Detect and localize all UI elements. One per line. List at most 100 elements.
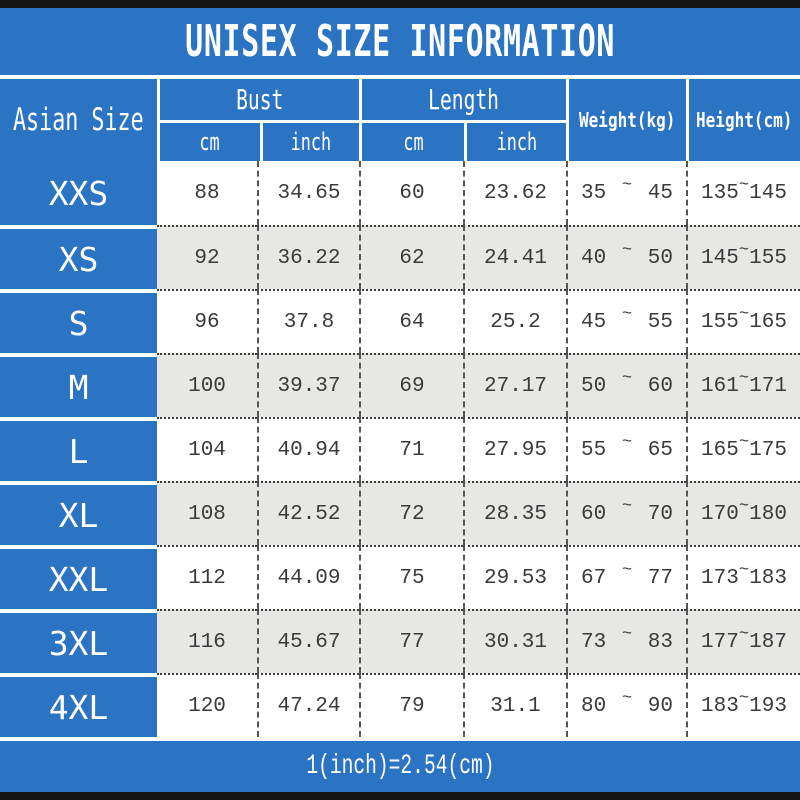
size-cell: XXL <box>0 545 157 609</box>
conversion-note: 1(inch)=2.54(cm) <box>305 751 495 782</box>
table-row-s: S 96 37.8 64 25.2 45 ~55 155 ~165 <box>0 289 800 353</box>
bust-inch-cell: 36.22 <box>257 225 359 289</box>
tilde: ~ <box>738 432 750 452</box>
header-weight: Weight(kg) <box>566 79 686 161</box>
header-weight-label: Weight(kg) <box>579 108 676 132</box>
size-cell: M <box>0 353 157 417</box>
table-row-m: M 100 39.37 69 27.17 50 ~60 161 ~171 <box>0 353 800 417</box>
length-cm-cell: 77 <box>359 609 463 673</box>
tilde: ~ <box>621 624 633 644</box>
size-cell: 4XL <box>0 673 157 737</box>
bust-cm-cell: 88 <box>157 161 257 225</box>
length-cm-cell: 75 <box>359 545 463 609</box>
header-asian-size-label: Asian Size <box>13 102 144 138</box>
table-row-4xl: 4XL 120 47.24 79 31.1 80 ~90 183 ~193 <box>0 673 800 737</box>
tilde: ~ <box>621 688 633 708</box>
tilde: ~ <box>738 496 750 516</box>
header-bust-cm: cm <box>199 128 220 156</box>
header-bust-inch: inch <box>259 123 360 161</box>
bust-inch-cell: 34.65 <box>257 161 359 225</box>
weight-range-cell: 45 ~55 <box>566 289 686 353</box>
header-group-bust: Bust cm inch <box>157 79 359 161</box>
tilde: ~ <box>621 496 633 516</box>
tilde: ~ <box>738 175 750 195</box>
size-cell: XXS <box>0 161 157 225</box>
top-border-bar <box>0 0 800 8</box>
height-range-cell: 135 ~145 <box>686 161 800 225</box>
weight-range-cell: 73 ~83 <box>566 609 686 673</box>
tilde: ~ <box>738 304 750 324</box>
header-group-length: Length cm inch <box>359 79 566 161</box>
size-cell: 3XL <box>0 609 157 673</box>
tilde: ~ <box>621 432 633 452</box>
weight-range-cell: 80 ~90 <box>566 673 686 737</box>
table-row-3xl: 3XL 116 45.67 77 30.31 73 ~83 177 ~187 <box>0 609 800 673</box>
table-header: Asian Size Bust cm inch Length cm <box>0 75 800 161</box>
length-inch-cell: 29.53 <box>463 545 566 609</box>
bust-inch-cell: 37.8 <box>257 289 359 353</box>
length-cm-cell: 69 <box>359 353 463 417</box>
bust-cm-cell: 112 <box>157 545 257 609</box>
header-height: Height(cm) <box>686 79 800 161</box>
footer-band: 1(inch)=2.54(cm) <box>0 737 800 792</box>
bust-inch-cell: 44.09 <box>257 545 359 609</box>
size-cell: L <box>0 417 157 481</box>
length-inch-cell: 25.2 <box>463 289 566 353</box>
length-cm-cell: 72 <box>359 481 463 545</box>
bust-cm-cell: 92 <box>157 225 257 289</box>
length-inch-cell: 30.31 <box>463 609 566 673</box>
table-body: XXS 88 34.65 60 23.62 35 ~45 135 ~145 XS 9… <box>0 161 800 737</box>
tilde: ~ <box>621 368 633 388</box>
tilde: ~ <box>621 240 633 260</box>
weight-range-cell: 67 ~77 <box>566 545 686 609</box>
table-row-xl: XL 108 42.52 72 28.35 60 ~70 170 ~180 <box>0 481 800 545</box>
height-range-cell: 183 ~193 <box>686 673 800 737</box>
weight-range-cell: 60 ~70 <box>566 481 686 545</box>
table-row-xxl: XXL 112 44.09 75 29.53 67 ~77 173 ~183 <box>0 545 800 609</box>
bottom-border-bar <box>0 792 800 800</box>
size-cell: S <box>0 289 157 353</box>
tilde: ~ <box>621 560 633 580</box>
tilde: ~ <box>621 304 633 324</box>
header-height-label: Height(cm) <box>696 108 793 132</box>
tilde: ~ <box>738 240 750 260</box>
table-row-l: L 104 40.94 71 27.95 55 ~65 165 ~175 <box>0 417 800 481</box>
table-row-xxs: XXS 88 34.65 60 23.62 35 ~45 135 ~145 <box>0 161 800 225</box>
bust-cm-cell: 96 <box>157 289 257 353</box>
header-bust-units: cm inch <box>160 120 359 161</box>
bust-inch-cell: 45.67 <box>257 609 359 673</box>
length-cm-cell: 71 <box>359 417 463 481</box>
bust-inch-cell: 47.24 <box>257 673 359 737</box>
tilde: ~ <box>738 560 750 580</box>
size-cell: XS <box>0 225 157 289</box>
header-length-inch: inch <box>464 123 566 161</box>
height-range-cell: 161 ~171 <box>686 353 800 417</box>
bust-cm-cell: 120 <box>157 673 257 737</box>
bust-inch-cell: 40.94 <box>257 417 359 481</box>
height-range-cell: 145 ~155 <box>686 225 800 289</box>
header-length-label: Length <box>428 83 500 116</box>
height-range-cell: 177 ~187 <box>686 609 800 673</box>
length-inch-cell: 24.41 <box>463 225 566 289</box>
height-range-cell: 165 ~175 <box>686 417 800 481</box>
bust-cm-cell: 116 <box>157 609 257 673</box>
header-length-cm: cm <box>402 128 424 156</box>
length-cm-cell: 60 <box>359 161 463 225</box>
bust-inch-cell: 39.37 <box>257 353 359 417</box>
length-inch-cell: 27.17 <box>463 353 566 417</box>
size-cell: XL <box>0 481 157 545</box>
bust-cm-cell: 100 <box>157 353 257 417</box>
height-range-cell: 155 ~165 <box>686 289 800 353</box>
length-inch-cell: 31.1 <box>463 673 566 737</box>
header-bust-label: Bust <box>235 83 284 116</box>
header-length: Length <box>362 79 566 120</box>
header-asian-size: Asian Size <box>0 79 157 161</box>
tilde: ~ <box>621 175 633 195</box>
tilde: ~ <box>738 688 750 708</box>
bust-cm-cell: 108 <box>157 481 257 545</box>
height-range-cell: 173 ~183 <box>686 545 800 609</box>
tilde: ~ <box>738 624 750 644</box>
bust-inch-cell: 42.52 <box>257 481 359 545</box>
length-inch-cell: 23.62 <box>463 161 566 225</box>
